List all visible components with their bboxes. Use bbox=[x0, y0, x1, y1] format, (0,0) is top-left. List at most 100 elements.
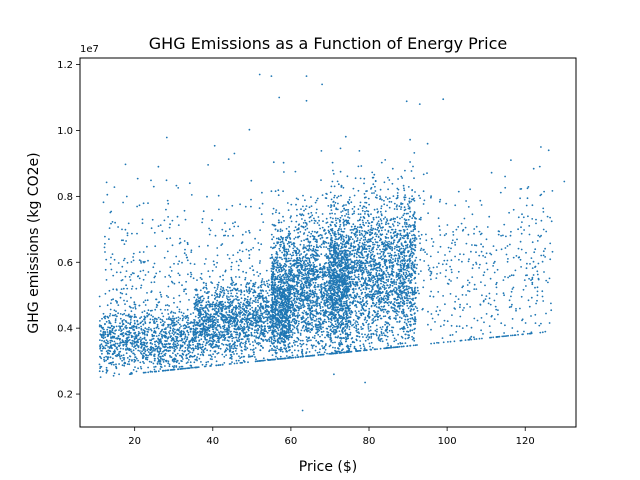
scatter-point bbox=[188, 350, 190, 352]
scatter-point bbox=[200, 331, 203, 333]
scatter-point bbox=[235, 322, 238, 324]
scatter-point bbox=[105, 359, 107, 362]
scatter-point bbox=[130, 327, 132, 329]
scatter-point bbox=[236, 344, 239, 347]
scatter-point bbox=[109, 345, 112, 347]
scatter-point bbox=[223, 289, 226, 292]
scatter-point bbox=[296, 295, 299, 298]
scatter-point bbox=[230, 292, 233, 295]
scatter-point bbox=[101, 370, 104, 373]
scatter-point bbox=[99, 347, 101, 350]
scatter-point bbox=[162, 315, 165, 318]
scatter-point bbox=[245, 317, 248, 320]
scatter-point bbox=[324, 304, 327, 307]
scatter-point bbox=[282, 190, 284, 193]
scatter-point bbox=[156, 323, 159, 326]
scatter-point bbox=[322, 220, 324, 223]
scatter-point bbox=[303, 289, 306, 292]
scatter-point bbox=[149, 349, 152, 352]
scatter-point bbox=[212, 336, 215, 338]
scatter-point bbox=[251, 306, 254, 309]
scatter-point bbox=[299, 295, 302, 298]
scatter-point bbox=[242, 342, 244, 345]
scatter-point bbox=[231, 312, 234, 315]
scatter-point bbox=[153, 355, 156, 357]
scatter-point bbox=[146, 356, 149, 359]
scatter-point bbox=[345, 234, 348, 237]
scatter-point bbox=[281, 258, 283, 261]
scatter-point bbox=[247, 340, 250, 343]
scatter-point bbox=[260, 345, 263, 348]
scatter-point bbox=[253, 353, 255, 356]
scatter-point bbox=[282, 274, 284, 277]
scatter-point bbox=[157, 346, 159, 349]
scatter-point bbox=[271, 223, 274, 226]
scatter-point bbox=[314, 248, 317, 251]
scatter-point bbox=[320, 295, 323, 297]
scatter-point bbox=[306, 355, 309, 357]
scatter-point bbox=[320, 293, 323, 295]
scatter-point bbox=[249, 343, 251, 346]
scatter-point bbox=[274, 316, 277, 319]
scatter-point bbox=[228, 328, 230, 331]
scatter-point bbox=[148, 313, 151, 315]
scatter-point bbox=[291, 280, 294, 282]
scatter-point bbox=[223, 339, 226, 341]
scatter-point bbox=[259, 314, 262, 317]
scatter-point bbox=[253, 331, 256, 334]
scatter-point bbox=[167, 342, 170, 345]
scatter-point bbox=[199, 289, 202, 292]
scatter-point bbox=[301, 339, 304, 342]
scatter-point bbox=[185, 325, 188, 328]
scatter-point bbox=[107, 316, 110, 319]
scatter-point bbox=[316, 305, 318, 308]
scatter-point bbox=[184, 317, 187, 320]
scatter-point bbox=[283, 305, 286, 308]
scatter-point bbox=[263, 329, 266, 332]
scatter-point bbox=[230, 333, 232, 336]
scatter-point bbox=[233, 341, 236, 344]
scatter-point bbox=[223, 328, 226, 331]
scatter-point bbox=[170, 311, 172, 314]
scatter-point bbox=[210, 345, 212, 348]
scatter-point bbox=[252, 323, 254, 325]
scatter-point bbox=[232, 319, 235, 322]
scatter-point bbox=[159, 348, 162, 351]
scatter-point bbox=[175, 339, 178, 342]
scatter-point bbox=[287, 306, 289, 308]
scatter-point bbox=[146, 345, 149, 348]
scatter-point bbox=[304, 199, 306, 202]
scatter-point bbox=[327, 271, 330, 274]
scatter-point bbox=[271, 212, 274, 215]
scatter-point bbox=[204, 315, 207, 318]
scatter-point bbox=[316, 271, 319, 273]
scatter-point bbox=[295, 301, 298, 304]
scatter-point bbox=[289, 297, 292, 300]
scatter-point bbox=[328, 230, 331, 233]
scatter-point bbox=[234, 310, 237, 313]
scatter-point bbox=[292, 251, 294, 254]
scatter-point bbox=[317, 317, 320, 320]
scatter-point bbox=[137, 334, 140, 337]
scatter-point bbox=[139, 342, 142, 345]
scatter-point bbox=[235, 336, 238, 339]
scatter-point bbox=[181, 356, 184, 359]
scatter-point bbox=[332, 329, 335, 331]
scatter-point bbox=[319, 271, 321, 274]
scatter-point bbox=[178, 349, 181, 352]
scatter-point bbox=[309, 279, 311, 282]
scatter-point bbox=[128, 347, 131, 350]
scatter-point bbox=[196, 359, 198, 362]
scatter-point bbox=[200, 312, 202, 315]
scatter-point bbox=[113, 335, 116, 338]
scatter-point bbox=[259, 332, 262, 335]
scatter-point bbox=[264, 306, 267, 308]
scatter-point bbox=[110, 363, 113, 366]
scatter-point bbox=[240, 352, 243, 355]
scatter-point bbox=[197, 353, 200, 355]
scatter-point bbox=[142, 352, 145, 355]
scatter-point bbox=[288, 334, 291, 337]
scatter-point bbox=[286, 287, 289, 290]
scatter-point bbox=[315, 318, 318, 320]
scatter-point bbox=[175, 320, 178, 323]
